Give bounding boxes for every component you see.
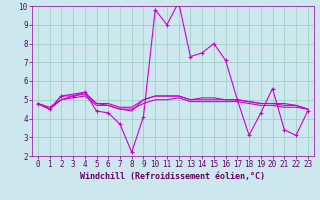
X-axis label: Windchill (Refroidissement éolien,°C): Windchill (Refroidissement éolien,°C) <box>80 172 265 181</box>
